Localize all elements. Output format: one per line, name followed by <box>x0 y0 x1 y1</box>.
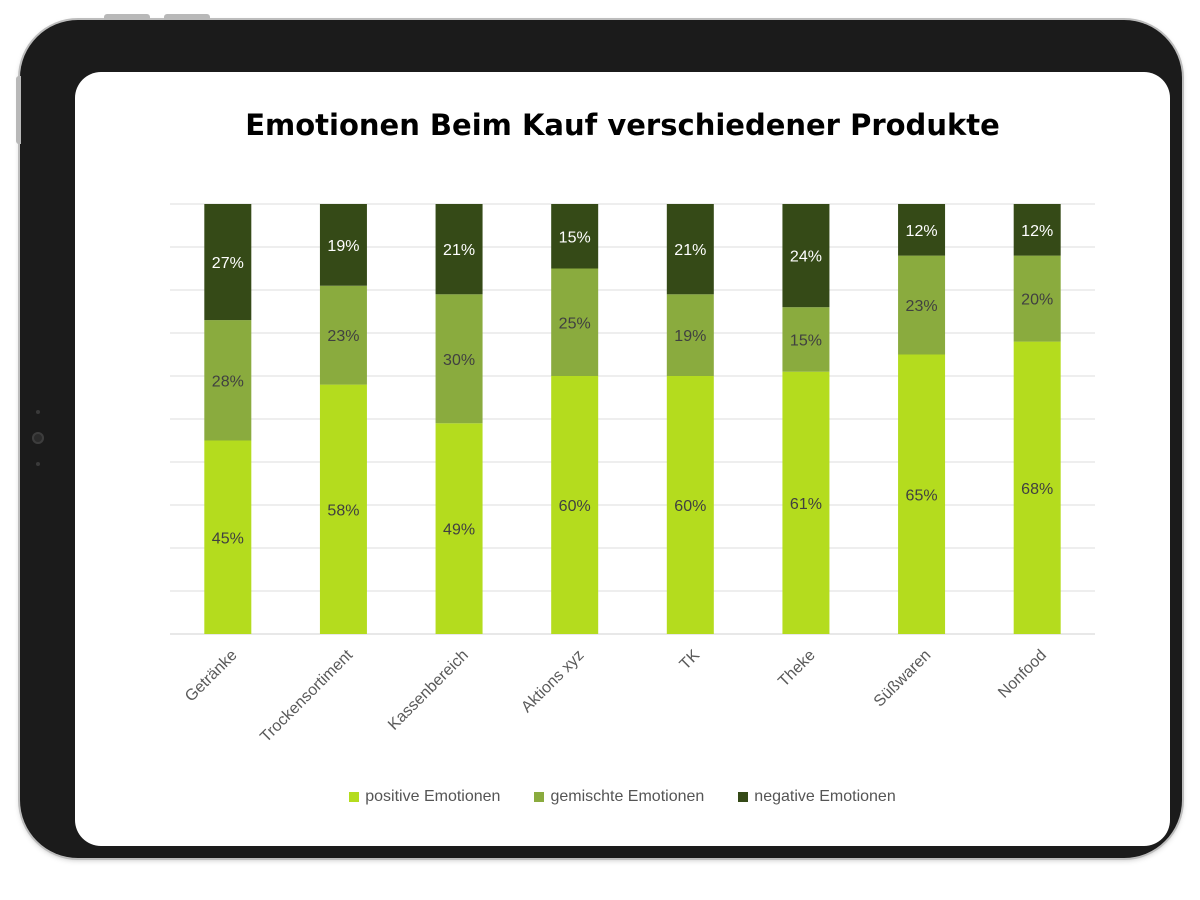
bars <box>204 204 1061 634</box>
data-label: 49% <box>443 522 475 539</box>
bar-negative <box>782 204 830 308</box>
x-tick-label: Nonfood <box>995 647 1050 702</box>
legend-swatch-negative <box>738 792 749 802</box>
bar-negative <box>435 204 483 295</box>
bar-positive <box>551 376 599 634</box>
bar-negative <box>666 204 714 295</box>
data-label: 60% <box>559 498 591 515</box>
bar-mixed <box>666 294 714 376</box>
data-label: 12% <box>906 223 938 240</box>
x-tick-label: Süßwaren <box>871 647 935 711</box>
bar-negative <box>898 204 946 256</box>
data-label: 65% <box>906 487 938 504</box>
data-label: 27% <box>212 255 244 272</box>
bar-positive <box>666 376 714 634</box>
bar-positive <box>319 384 367 634</box>
data-label: 60% <box>674 498 706 515</box>
x-tick-label: Kassenbereich <box>385 647 472 734</box>
data-label: 12% <box>1021 223 1053 240</box>
x-tick-label: Theke <box>775 647 819 691</box>
bar-positive <box>898 354 946 634</box>
data-label: 15% <box>559 229 591 246</box>
x-tick-label: Trockensortiment <box>257 646 356 745</box>
gridlines <box>170 203 1095 635</box>
bar-mixed <box>435 294 483 424</box>
x-tick-label: TK <box>677 647 704 674</box>
bar-mixed <box>319 285 367 385</box>
legend-item-mixed: gemischte Emotionen <box>534 788 704 806</box>
tablet-frame: Emotionen Beim Kauf verschiedener Produk… <box>20 20 1182 858</box>
tablet-screen: Emotionen Beim Kauf verschiedener Produk… <box>75 72 1170 846</box>
data-label: 21% <box>443 242 475 259</box>
bar-negative <box>551 204 599 269</box>
data-label: 23% <box>327 328 359 345</box>
bar-mixed <box>898 255 946 355</box>
volume-button-top <box>104 14 150 20</box>
side-button <box>16 76 21 144</box>
data-label: 19% <box>674 328 706 345</box>
data-label: 28% <box>212 373 244 390</box>
power-button-top <box>164 14 210 20</box>
data-label: 25% <box>559 315 591 332</box>
data-label: 19% <box>327 238 359 255</box>
data-label: 45% <box>212 530 244 547</box>
data-label: 23% <box>906 298 938 315</box>
bar-negative <box>204 204 252 321</box>
bar-mixed <box>551 268 599 376</box>
bar-mixed <box>1013 255 1061 342</box>
legend-item-positive: positive Emotionen <box>349 788 500 806</box>
bar-positive <box>204 440 252 634</box>
bar-mixed <box>782 307 830 372</box>
data-label: 30% <box>443 352 475 369</box>
legend-swatch-mixed <box>534 792 545 802</box>
data-label: 68% <box>1021 481 1053 498</box>
legend-label-mixed: gemischte Emotionen <box>550 788 705 805</box>
data-label: 21% <box>674 242 706 259</box>
bar-mixed <box>204 320 252 441</box>
bar-positive <box>1013 341 1061 634</box>
bar-positive <box>435 423 483 634</box>
stacked-bar-chart: 45% 28% 27% Getränke 58% 23% 19% Trockensortime… <box>170 203 1095 746</box>
legend-label-positive: positive Emotionen <box>365 788 501 805</box>
sensor-dot-bottom <box>36 462 40 466</box>
data-label: 20% <box>1021 292 1053 309</box>
x-tick-label: Aktions xyz <box>518 647 587 716</box>
chart-legend: positive Emotionen gemischte Emotionen n… <box>75 788 1170 806</box>
bar-negative <box>319 204 367 286</box>
data-label: 15% <box>790 332 822 349</box>
camera-icon <box>32 432 44 444</box>
legend-label-negative: negative Emotionen <box>754 788 896 805</box>
bar-positive <box>782 371 830 634</box>
data-label: 61% <box>790 496 822 513</box>
chart-title: Emotionen Beim Kauf verschiedener Produk… <box>245 108 1000 142</box>
x-tick-label: Getränke <box>182 647 241 706</box>
bar-negative <box>1013 204 1061 256</box>
data-label: 24% <box>790 249 822 266</box>
legend-item-negative: negative Emotionen <box>738 788 896 806</box>
sensor-dot-top <box>36 410 40 414</box>
legend-swatch-positive <box>349 792 360 802</box>
data-label: 58% <box>327 502 359 519</box>
